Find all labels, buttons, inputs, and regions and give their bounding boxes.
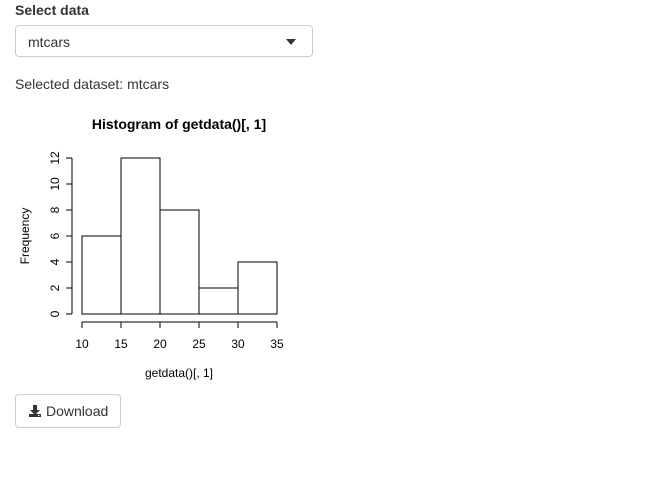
y-tick-label: 6 — [48, 232, 62, 239]
histogram-chart: Histogram of getdata()[, 1] Frequency ge… — [18, 116, 284, 380]
x-tick-label: 25 — [192, 337, 206, 351]
histogram-bar — [237, 261, 278, 315]
histogram-bar — [81, 235, 122, 315]
histogram-bar — [198, 287, 239, 315]
select-data-label: Select data — [15, 2, 89, 18]
x-tick-label: 30 — [231, 337, 245, 351]
x-axis-label: getdata()[, 1] — [145, 366, 213, 380]
y-tick-label: 10 — [48, 177, 62, 191]
histogram-bar — [120, 157, 161, 315]
y-tick-label: 12 — [48, 151, 62, 165]
download-icon — [29, 405, 41, 417]
download-label: Download — [46, 403, 109, 419]
selected-dataset-text: Selected dataset: mtcars — [15, 76, 170, 92]
chevron-down-icon — [286, 39, 296, 45]
y-tick-label: 0 — [48, 310, 62, 317]
y-axis-label: Frequency — [18, 208, 32, 265]
dataset-select[interactable]: mtcars — [15, 25, 313, 57]
x-tick-label: 15 — [114, 337, 128, 351]
histogram-bar — [159, 209, 200, 315]
dataset-select-value: mtcars — [28, 34, 70, 50]
y-tick-label: 8 — [48, 206, 62, 213]
x-tick-label: 20 — [153, 337, 167, 351]
x-tick-label: 10 — [75, 337, 89, 351]
download-button[interactable]: Download — [15, 394, 121, 428]
chart-title: Histogram of getdata()[, 1] — [92, 116, 266, 132]
x-tick-label: 35 — [270, 337, 284, 351]
y-tick-label: 4 — [48, 258, 62, 265]
y-tick-label: 2 — [48, 284, 62, 291]
